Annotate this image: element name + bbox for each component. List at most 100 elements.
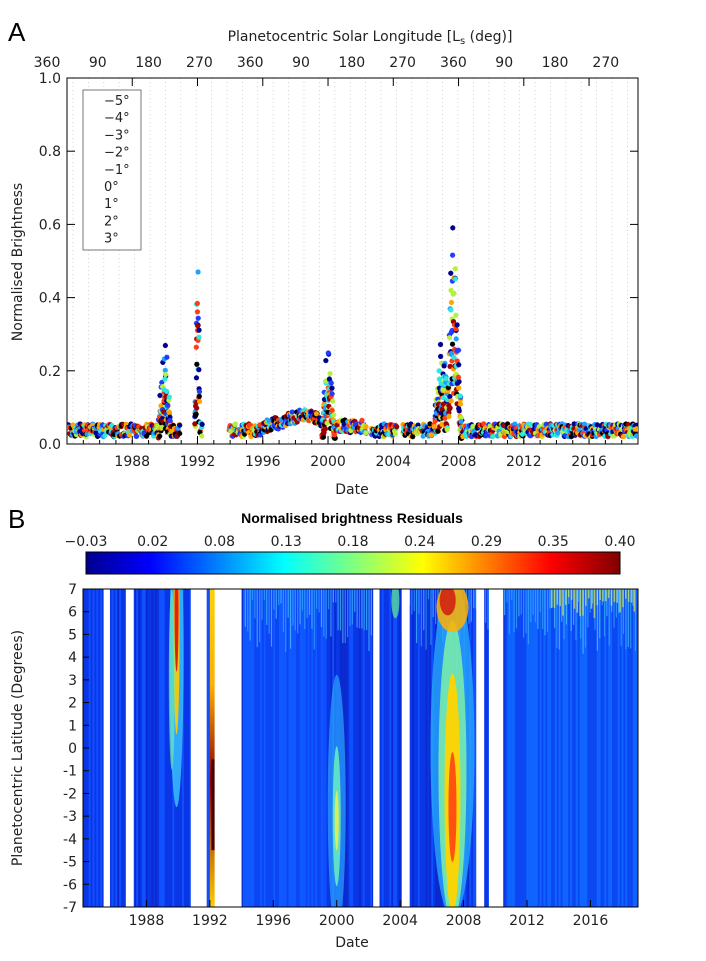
- data-point: [326, 376, 333, 382]
- y-tick-label: 2: [68, 696, 77, 712]
- heatmap-streak: [435, 589, 437, 625]
- data-point: [615, 426, 621, 432]
- heatmap-column: [294, 589, 297, 907]
- heatmap-column: [631, 589, 634, 907]
- data-point: [372, 433, 378, 439]
- heatmap-column: [362, 589, 365, 907]
- data-point: [139, 425, 145, 432]
- heatmap-streak: [308, 589, 311, 615]
- data-point: [164, 354, 170, 360]
- heatmap-streak: [527, 589, 529, 645]
- data-point: [414, 430, 420, 437]
- heatmap-streak: [550, 589, 553, 609]
- data-point: [311, 416, 317, 422]
- data-point: [528, 433, 534, 439]
- data-point: [359, 426, 366, 432]
- data-point: [296, 407, 303, 413]
- data-point: [457, 393, 463, 399]
- heatmap-streak: [632, 589, 634, 606]
- data-point: [248, 423, 255, 429]
- heatmap-column: [547, 589, 550, 907]
- data-point: [165, 402, 171, 408]
- data-point: [514, 425, 520, 431]
- top-tick-label: 90: [495, 55, 513, 71]
- data-point: [495, 425, 501, 431]
- data-point: [329, 407, 335, 414]
- data-point: [325, 409, 331, 415]
- heatmap-column: [162, 589, 165, 907]
- data-point: [586, 431, 592, 437]
- heatmap-column: [147, 589, 150, 907]
- y-tick-label: 0: [68, 741, 77, 757]
- heatmap-column: [410, 589, 413, 907]
- heatmap-column: [513, 589, 516, 907]
- data-point: [571, 426, 577, 432]
- data-point: [162, 342, 168, 349]
- heatmap-streak: [610, 589, 613, 606]
- heatmap-column: [189, 589, 192, 907]
- data-point: [363, 430, 369, 436]
- data-point: [619, 426, 625, 432]
- data-point: [442, 360, 448, 366]
- data-point: [75, 422, 81, 428]
- data-point: [551, 422, 557, 429]
- data-point: [448, 299, 455, 306]
- data-point: [352, 418, 358, 424]
- data-gap: [373, 589, 380, 907]
- data-point: [196, 389, 203, 395]
- heatmap-column: [416, 589, 419, 907]
- heatmap-streak: [354, 589, 356, 612]
- y-tick-label: -7: [63, 900, 77, 916]
- data-point: [332, 435, 338, 441]
- data-point: [164, 388, 170, 395]
- data-point: [543, 421, 550, 427]
- heatmap-column: [387, 589, 390, 907]
- data-point: [442, 415, 448, 421]
- heatmap-column: [138, 589, 141, 907]
- colorbar-tick-label: 0.13: [271, 534, 302, 550]
- y-tick-label: 1.0: [39, 71, 61, 87]
- data-point: [166, 397, 172, 403]
- heatmap-column: [301, 589, 304, 907]
- data-point: [597, 431, 603, 438]
- legend-entry: 3°: [104, 232, 119, 247]
- heatmap-streak: [562, 589, 564, 616]
- data-point: [454, 358, 460, 364]
- data-point: [155, 423, 161, 429]
- heatmap-streak: [361, 589, 363, 629]
- data-point: [79, 430, 86, 437]
- data-point: [360, 422, 367, 429]
- data-point: [629, 433, 636, 439]
- heatmap-column: [259, 589, 263, 907]
- data-point: [452, 276, 458, 282]
- heatmap-streak: [584, 589, 587, 648]
- data-point: [158, 403, 164, 409]
- heatmap-column: [282, 589, 285, 907]
- heatmap-streak: [613, 589, 615, 628]
- heatmap-column: [623, 589, 626, 907]
- data-point: [102, 432, 108, 439]
- heatmap-streak: [270, 589, 273, 647]
- heatmap-streak: [572, 589, 575, 625]
- heatmap-streak: [254, 589, 256, 619]
- data-point: [194, 309, 201, 315]
- data-point: [157, 392, 163, 399]
- data-point: [120, 421, 126, 428]
- heatmap-column: [353, 589, 356, 907]
- data-point: [248, 433, 254, 440]
- data-point: [455, 374, 462, 380]
- data-point: [454, 391, 460, 397]
- data-point: [123, 421, 129, 427]
- data-point: [456, 385, 462, 391]
- heatmap-streak: [349, 589, 351, 627]
- data-point: [166, 394, 172, 400]
- data-point: [454, 393, 461, 400]
- heatmap-streak: [287, 589, 289, 618]
- data-point: [431, 424, 437, 430]
- heatmap-column: [511, 589, 514, 907]
- data-point: [440, 395, 446, 401]
- heatmap-column: [145, 589, 148, 907]
- heatmap-streak: [249, 589, 251, 641]
- data-point: [99, 422, 106, 428]
- heatmap-column: [292, 589, 295, 907]
